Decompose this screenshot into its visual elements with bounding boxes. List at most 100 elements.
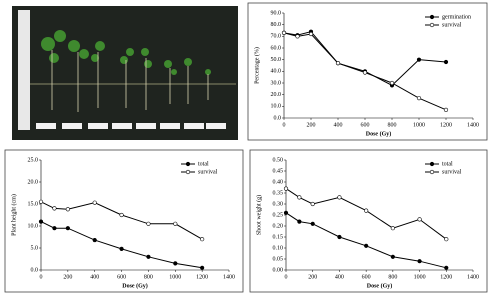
data-point <box>443 107 449 112</box>
x-tick-label: 800 <box>388 122 397 128</box>
x-tick-label: 400 <box>335 274 344 280</box>
y-tick-label: 60.0 <box>271 45 282 51</box>
data-point <box>65 207 70 212</box>
legend-label: total <box>198 161 209 167</box>
x-tick-label: 200 <box>63 274 72 280</box>
series-line <box>285 188 447 240</box>
data-point <box>92 200 97 205</box>
data-point <box>308 31 314 37</box>
data-point <box>364 208 369 213</box>
y-tick-label: 10.0 <box>271 104 282 110</box>
x-tick-label: 1000 <box>413 122 425 128</box>
data-point <box>337 234 342 240</box>
y-tick-label: 0.40 <box>273 179 284 185</box>
data-point <box>389 80 395 86</box>
y-tick-label: 80.0 <box>271 22 282 28</box>
y-tick-label: 0.0 <box>31 267 39 273</box>
x-tick-label: 1200 <box>196 274 208 280</box>
series-line <box>283 32 447 111</box>
x-tick-label: 0 <box>40 274 43 280</box>
x-tick-label: 1400 <box>467 274 479 280</box>
x-tick-label: 200 <box>308 274 317 280</box>
y-tick-label: 40.0 <box>271 69 282 75</box>
y-tick-label: 0.10 <box>273 245 284 251</box>
y-tick-label: 0.05 <box>273 256 284 262</box>
y-tick-label: 0.35 <box>273 190 284 196</box>
data-point <box>119 212 124 218</box>
y-tick-label: 5.0 <box>31 245 39 251</box>
data-point <box>444 265 449 270</box>
data-point <box>173 261 178 266</box>
y-axis-title: Shoot weight (g) <box>255 195 262 235</box>
legend-marker <box>429 22 435 28</box>
x-tick-label: 400 <box>334 122 343 128</box>
data-point <box>119 246 124 251</box>
y-tick-label: 15.0 <box>28 201 39 207</box>
x-tick-label: 1400 <box>467 122 479 128</box>
legend-label: germination <box>442 14 471 20</box>
data-point <box>200 237 205 242</box>
data-point <box>281 30 287 35</box>
data-point <box>146 254 151 259</box>
x-tick-label: 1400 <box>223 274 235 280</box>
data-point <box>52 226 57 231</box>
x-tick-label: 1200 <box>440 122 452 128</box>
data-point <box>417 259 422 264</box>
y-axis-title: Plant height (cm) <box>10 194 17 236</box>
panel-border <box>249 149 488 293</box>
x-tick-label: 600 <box>362 274 371 280</box>
y-tick-label: 20.0 <box>271 92 282 98</box>
y-tick-label: 10.0 <box>28 223 39 229</box>
data-point <box>416 57 422 62</box>
y-tick-label: 50.0 <box>271 57 282 63</box>
data-point <box>310 221 315 226</box>
y-tick-label: 20.0 <box>28 179 39 185</box>
data-point <box>283 210 289 215</box>
data-point <box>92 237 97 243</box>
x-tick-label: 800 <box>144 274 153 280</box>
legend-marker <box>429 14 435 20</box>
x-tick-label: 600 <box>117 274 126 280</box>
x-axis-title: Dose (Gy) <box>122 282 148 289</box>
data-point <box>390 254 395 259</box>
data-point <box>283 186 289 191</box>
x-tick-label: 200 <box>307 122 316 128</box>
x-tick-label: 0 <box>285 274 288 280</box>
data-point <box>52 206 57 211</box>
x-axis-title: Dose (Gy) <box>366 130 392 137</box>
x-tick-label: 1200 <box>440 274 452 280</box>
legend-marker <box>429 169 435 175</box>
data-point <box>417 217 422 222</box>
y-tick-label: 0.50 <box>273 157 284 163</box>
data-point <box>65 226 70 231</box>
y-tick-label: 0.00 <box>273 267 284 273</box>
data-point <box>335 61 341 66</box>
data-point <box>295 34 300 39</box>
series-line <box>285 212 447 269</box>
data-point <box>38 219 44 224</box>
y-axis-title: Percentage (%) <box>253 47 260 84</box>
panel-border <box>4 149 244 293</box>
y-tick-label: 0.0 <box>274 115 282 121</box>
legend-label: survival <box>198 169 218 175</box>
x-tick-label: 400 <box>90 274 99 280</box>
y-tick-label: 30.0 <box>271 80 282 86</box>
x-axis-title: Dose (Gy) <box>367 282 393 289</box>
x-tick-label: 0 <box>283 122 286 128</box>
data-point <box>297 219 302 224</box>
data-point <box>297 195 302 200</box>
data-point <box>146 221 151 226</box>
y-tick-label: 70.0 <box>271 34 282 40</box>
y-tick-label: 0.25 <box>273 212 284 218</box>
data-point <box>416 96 422 101</box>
x-tick-label: 600 <box>361 122 370 128</box>
legend-marker <box>429 161 435 167</box>
data-point <box>390 226 395 231</box>
series-line <box>40 221 203 269</box>
data-point <box>362 70 368 75</box>
legend-label: total <box>442 161 453 167</box>
data-point <box>444 237 449 242</box>
x-tick-label: 1000 <box>414 274 426 280</box>
legend-marker <box>185 161 191 167</box>
data-point <box>337 195 342 200</box>
